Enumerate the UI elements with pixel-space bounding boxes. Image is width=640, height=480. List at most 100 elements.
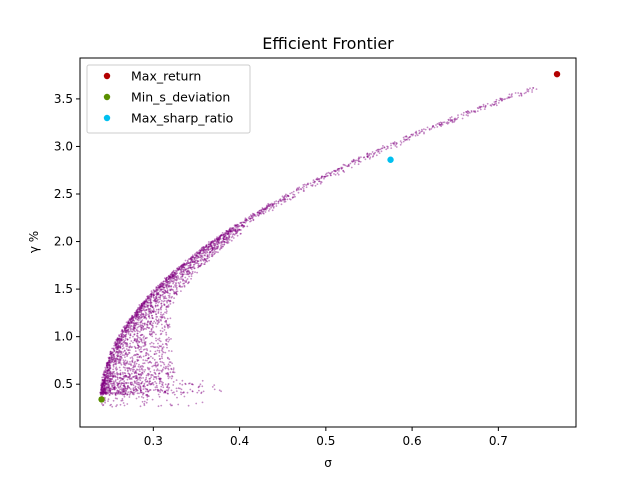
portfolio-point bbox=[122, 326, 125, 328]
portfolio-point bbox=[141, 333, 143, 336]
portfolio-point bbox=[213, 246, 216, 249]
portfolio-point bbox=[182, 265, 185, 268]
portfolio-point bbox=[102, 382, 104, 385]
portfolio-point bbox=[228, 230, 231, 233]
portfolio-point bbox=[127, 321, 130, 324]
portfolio-point bbox=[102, 376, 105, 379]
portfolio-point bbox=[165, 284, 167, 286]
portfolio-point bbox=[151, 398, 154, 401]
portfolio-point bbox=[268, 205, 271, 208]
portfolio-point bbox=[218, 242, 220, 245]
portfolio-point bbox=[181, 263, 184, 266]
portfolio-point bbox=[283, 199, 285, 202]
portfolio-point bbox=[377, 148, 379, 151]
portfolio-point bbox=[350, 166, 353, 169]
portfolio-point bbox=[192, 260, 195, 262]
portfolio-point bbox=[115, 348, 118, 351]
portfolio-point bbox=[164, 290, 167, 293]
portfolio-point bbox=[147, 296, 150, 299]
portfolio-point bbox=[404, 138, 407, 141]
portfolio-point bbox=[127, 384, 129, 387]
x-tick-label: 0.5 bbox=[316, 434, 335, 448]
portfolio-point bbox=[140, 320, 142, 322]
portfolio-point bbox=[211, 255, 214, 258]
portfolio-point bbox=[123, 404, 126, 407]
portfolio-point bbox=[124, 393, 127, 395]
portfolio-point bbox=[302, 184, 305, 186]
portfolio-point bbox=[145, 390, 147, 393]
portfolio-point bbox=[150, 312, 153, 315]
portfolio-point bbox=[135, 315, 138, 318]
portfolio-point bbox=[334, 169, 337, 172]
portfolio-point bbox=[111, 384, 114, 387]
portfolio-point bbox=[213, 242, 216, 245]
portfolio-point bbox=[135, 377, 138, 380]
portfolio-point bbox=[120, 343, 123, 345]
portfolio-point bbox=[174, 272, 177, 275]
portfolio-point bbox=[144, 301, 146, 303]
portfolio-point bbox=[158, 287, 161, 289]
portfolio-point bbox=[190, 261, 192, 264]
portfolio-point bbox=[181, 285, 184, 288]
portfolio-point bbox=[142, 325, 145, 328]
portfolio-point bbox=[131, 315, 134, 318]
portfolio-point bbox=[134, 330, 136, 333]
portfolio-point bbox=[143, 322, 146, 325]
portfolio-point bbox=[106, 362, 109, 365]
portfolio-point bbox=[206, 257, 209, 260]
portfolio-point bbox=[118, 359, 121, 362]
portfolio-point bbox=[120, 356, 123, 358]
portfolio-point bbox=[127, 376, 130, 379]
portfolio-point bbox=[135, 315, 137, 317]
portfolio-point bbox=[104, 368, 107, 370]
portfolio-point bbox=[293, 193, 296, 196]
portfolio-point bbox=[220, 234, 223, 237]
portfolio-point bbox=[182, 264, 185, 266]
portfolio-point bbox=[166, 283, 169, 286]
portfolio-point bbox=[161, 285, 164, 288]
portfolio-point bbox=[189, 264, 192, 267]
portfolio-point bbox=[495, 100, 497, 103]
portfolio-point bbox=[174, 273, 177, 276]
portfolio-point bbox=[119, 333, 122, 335]
portfolio-point bbox=[160, 305, 163, 308]
portfolio-point bbox=[163, 286, 165, 289]
portfolio-point bbox=[316, 177, 319, 180]
portfolio-point bbox=[165, 333, 168, 336]
portfolio-point bbox=[120, 382, 122, 384]
portfolio-point bbox=[165, 319, 167, 322]
portfolio-point bbox=[108, 371, 111, 374]
portfolio-point bbox=[130, 340, 133, 342]
portfolio-point bbox=[108, 366, 111, 368]
portfolio-point bbox=[100, 382, 103, 384]
portfolio-point bbox=[157, 322, 159, 324]
portfolio-point bbox=[262, 208, 265, 211]
portfolio-point bbox=[118, 358, 120, 361]
portfolio-point bbox=[107, 377, 109, 380]
portfolio-point bbox=[484, 106, 487, 109]
portfolio-point bbox=[127, 325, 130, 327]
portfolio-point bbox=[102, 389, 105, 392]
portfolio-point bbox=[126, 324, 129, 327]
portfolio-point bbox=[128, 368, 131, 370]
portfolio-point bbox=[173, 292, 176, 295]
portfolio-point bbox=[212, 242, 215, 244]
portfolio-point bbox=[210, 245, 213, 248]
portfolio-point bbox=[223, 240, 226, 243]
portfolio-point bbox=[234, 229, 236, 232]
portfolio-point bbox=[171, 392, 174, 394]
portfolio-point bbox=[109, 374, 112, 377]
portfolio-point bbox=[175, 275, 178, 278]
portfolio-point bbox=[116, 368, 118, 370]
portfolio-point bbox=[107, 368, 110, 371]
portfolio-point bbox=[140, 304, 143, 307]
portfolio-point bbox=[143, 303, 145, 305]
portfolio-point bbox=[187, 282, 189, 285]
portfolio-point bbox=[117, 347, 120, 349]
portfolio-point bbox=[153, 353, 156, 355]
portfolio-point bbox=[104, 370, 106, 373]
portfolio-point bbox=[120, 336, 123, 339]
portfolio-point bbox=[177, 269, 180, 271]
portfolio-point bbox=[157, 309, 160, 311]
portfolio-point bbox=[269, 203, 272, 206]
